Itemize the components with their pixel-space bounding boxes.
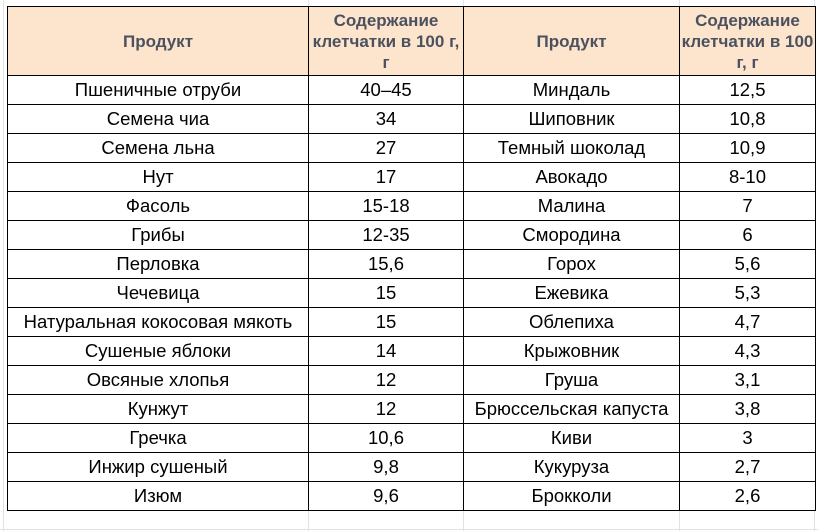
right-value-cell[interactable]: 4,3 [679,336,816,366]
table-row: Овсяные хлопья 12 Груша 3,1 [7,365,816,395]
right-value-cell[interactable]: 3 [679,423,816,453]
right-product-cell[interactable]: Кукуруза [463,452,680,482]
left-product-cell[interactable]: Фасоль [7,191,309,221]
table-row: Нут 17 Авокадо 8-10 [7,162,816,192]
left-value-cell[interactable]: 12-35 [308,220,464,250]
right-product-cell[interactable]: Шиповник [463,104,680,134]
left-product-cell[interactable]: Овсяные хлопья [7,365,309,395]
right-value-cell[interactable]: 10,9 [679,133,816,163]
table-row: Фасоль 15-18 Малина 7 [7,191,816,221]
right-value-cell[interactable]: 5,3 [679,278,816,308]
right-product-cell[interactable]: Миндаль [463,75,680,105]
left-product-cell[interactable]: Чечевица [7,278,309,308]
right-product-cell[interactable]: Смородина [463,220,680,250]
right-value-cell[interactable]: 7 [679,191,816,221]
left-product-cell[interactable]: Семена льна [7,133,309,163]
table-row: Перловка 15,6 Горох 5,6 [7,249,816,279]
left-product-cell[interactable]: Натуральная кокосовая мякоть [7,307,309,337]
header-row: Продукт Содержание клетчатки в 100 г, г … [7,6,816,76]
left-value-cell[interactable]: 10,6 [308,423,464,453]
left-product-cell[interactable]: Нут [7,162,309,192]
right-product-cell[interactable]: Груша [463,365,680,395]
left-value-cell[interactable]: 17 [308,162,464,192]
left-value-cell[interactable]: 15,6 [308,249,464,279]
right-product-cell[interactable]: Облепиха [463,307,680,337]
gridline [0,529,818,530]
gridline [3,0,4,531]
left-value-cell[interactable]: 34 [308,104,464,134]
right-value-cell[interactable]: 10,8 [679,104,816,134]
table-row: Чечевица 15 Ежевика 5,3 [7,278,816,308]
right-product-cell[interactable]: Крыжовник [463,336,680,366]
right-value-cell[interactable]: 3,8 [679,394,816,424]
table-row: Пшеничные отруби 40–45 Миндаль 12,5 [7,75,816,105]
table-row: Натуральная кокосовая мякоть 15 Облепиха… [7,307,816,337]
right-value-cell[interactable]: 6 [679,220,816,250]
right-product-cell[interactable]: Темный шоколад [463,133,680,163]
table-row: Грибы 12-35 Смородина 6 [7,220,816,250]
right-value-cell[interactable]: 12,5 [679,75,816,105]
left-product-cell[interactable]: Сушеные яблоки [7,336,309,366]
fiber-content-table: Продукт Содержание клетчатки в 100 г, г … [7,6,816,511]
table-row: Изюм 9,6 Брокколи 2,6 [7,481,816,511]
left-value-cell[interactable]: 9,6 [308,481,464,511]
right-product-cell[interactable]: Авокадо [463,162,680,192]
right-product-cell[interactable]: Ежевика [463,278,680,308]
left-value-cell[interactable]: 12 [308,365,464,395]
header-product-right[interactable]: Продукт [463,6,680,76]
left-product-cell[interactable]: Кунжут [7,394,309,424]
left-product-cell[interactable]: Инжир сушеный [7,452,309,482]
left-value-cell[interactable]: 40–45 [308,75,464,105]
left-value-cell[interactable]: 9,8 [308,452,464,482]
left-value-cell[interactable]: 15-18 [308,191,464,221]
left-value-cell[interactable]: 15 [308,278,464,308]
right-value-cell[interactable]: 8-10 [679,162,816,192]
left-value-cell[interactable]: 27 [308,133,464,163]
right-product-cell[interactable]: Малина [463,191,680,221]
right-value-cell[interactable]: 2,7 [679,452,816,482]
right-value-cell[interactable]: 4,7 [679,307,816,337]
table-row: Инжир сушеный 9,8 Кукуруза 2,7 [7,452,816,482]
table-row: Кунжут 12 Брюссельская капуста 3,8 [7,394,816,424]
table-row: Гречка 10,6 Киви 3 [7,423,816,453]
left-product-cell[interactable]: Грибы [7,220,309,250]
right-product-cell[interactable]: Брюссельская капуста [463,394,680,424]
header-fiber-right[interactable]: Содержание клетчатки в 100 г, г [679,6,816,76]
right-value-cell[interactable]: 3,1 [679,365,816,395]
left-value-cell[interactable]: 15 [308,307,464,337]
header-fiber-left[interactable]: Содержание клетчатки в 100 г, г [308,6,464,76]
right-value-cell[interactable]: 5,6 [679,249,816,279]
left-product-cell[interactable]: Изюм [7,481,309,511]
left-product-cell[interactable]: Семена чиа [7,104,309,134]
right-value-cell[interactable]: 2,6 [679,481,816,511]
left-product-cell[interactable]: Перловка [7,249,309,279]
table-row: Сушеные яблоки 14 Крыжовник 4,3 [7,336,816,366]
table-row: Семена чиа 34 Шиповник 10,8 [7,104,816,134]
header-product-left[interactable]: Продукт [7,6,309,76]
right-product-cell[interactable]: Киви [463,423,680,453]
left-value-cell[interactable]: 12 [308,394,464,424]
left-value-cell[interactable]: 14 [308,336,464,366]
left-product-cell[interactable]: Гречка [7,423,309,453]
right-product-cell[interactable]: Брокколи [463,481,680,511]
table-row: Семена льна 27 Темный шоколад 10,9 [7,133,816,163]
right-product-cell[interactable]: Горох [463,249,680,279]
left-product-cell[interactable]: Пшеничные отруби [7,75,309,105]
